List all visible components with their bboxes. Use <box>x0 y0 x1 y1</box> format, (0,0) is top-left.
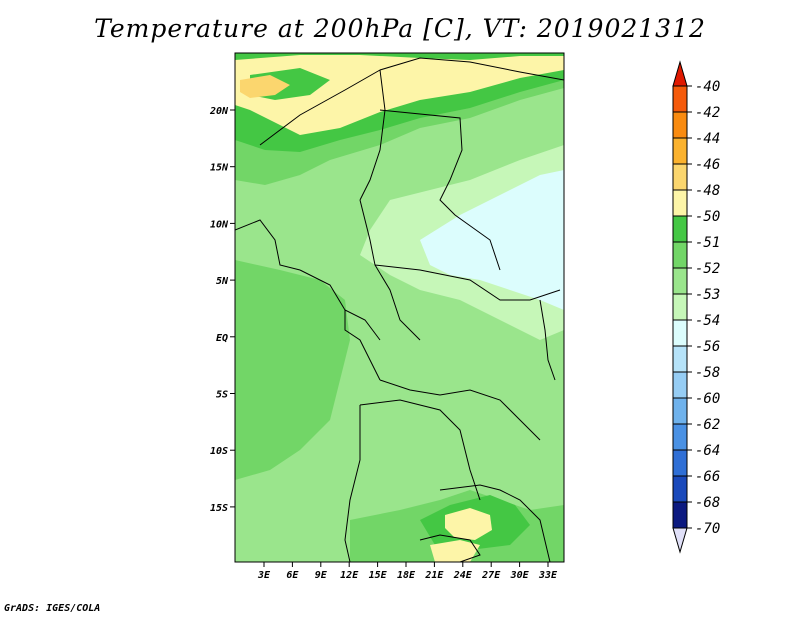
colorbar-swatch <box>672 423 688 451</box>
colorbar-swatch <box>672 345 688 373</box>
lat-tick-label: 10S <box>210 446 228 457</box>
lon-tick-label: 24E <box>453 570 473 581</box>
temperature-field <box>235 53 564 562</box>
colorbar-label: -40 <box>695 79 720 95</box>
colorbar-label: -53 <box>695 287 720 303</box>
field-band-48-north <box>240 75 290 98</box>
colorbar-swatch <box>672 319 688 347</box>
lat-tick-label: 20N <box>209 106 229 117</box>
lat-tick-label: 15N <box>210 163 229 174</box>
lon-tick-label: 18E <box>397 570 416 581</box>
chart-title: Temperature at 200hPa [C], VT: 201902131… <box>94 14 706 43</box>
lon-tick-label: 3E <box>257 570 271 581</box>
colorbar-top-arrow <box>672 60 688 87</box>
field-band-52-west <box>235 260 350 480</box>
colorbar-label: -46 <box>695 157 720 173</box>
country-borders <box>235 57 564 562</box>
colorbar-swatch <box>672 241 688 269</box>
colorbar-swatch <box>672 501 688 529</box>
colorbar-label: -66 <box>695 469 720 485</box>
colorbar-swatch <box>672 189 688 217</box>
lon-tick-label: 30E <box>510 570 530 581</box>
colorbar-swatch <box>672 137 688 165</box>
colorbar-swatch <box>672 111 688 139</box>
lat-tick-label: 5N <box>216 276 229 287</box>
colorbar-label: -60 <box>695 391 720 407</box>
colorbar-swatch <box>672 85 688 113</box>
grads-credit: GrADS: IGES/COLA <box>4 603 101 614</box>
latitude-axis: 20N 15N 10N 5N EQ 5S 10S 15S <box>209 106 235 514</box>
lat-tick-label: EQ <box>216 333 228 344</box>
colorbar-label: -64 <box>695 443 720 459</box>
colorbar-swatch <box>672 475 688 503</box>
colorbar-bottom-arrow <box>672 527 688 554</box>
colorbar-swatch <box>672 397 688 425</box>
colorbar: -40 -42 -44 -46 -48 -50 -51 -52 -53 -54 -56 -58 -60 -… <box>672 60 720 554</box>
colorbar-label: -68 <box>695 495 720 511</box>
colorbar-label: -56 <box>695 339 720 355</box>
map-frame <box>234 52 565 563</box>
colorbar-swatch <box>672 215 688 243</box>
lon-tick-label: 33E <box>538 570 558 581</box>
field-band-56-east <box>420 170 564 310</box>
colorbar-label: -50 <box>695 209 720 225</box>
lon-tick-label: 27E <box>481 570 501 581</box>
colorbar-label: -62 <box>695 417 720 433</box>
longitude-axis: 3E 6E 9E 12E 15E 18E 21E 24E 27E 30E 33E <box>257 562 558 581</box>
lat-tick-label: 10N <box>210 219 229 230</box>
colorbar-swatch <box>672 163 688 191</box>
colorbar-label: -51 <box>695 235 720 251</box>
colorbar-label: -54 <box>695 313 720 329</box>
field-band-50-south2 <box>430 540 480 562</box>
lon-tick-label: 9E <box>315 570 328 581</box>
lat-tick-label: 5S <box>216 390 228 401</box>
lat-tick-label: 15S <box>210 503 228 514</box>
lon-tick-label: 15E <box>369 570 388 581</box>
field-band-50-south <box>445 508 492 540</box>
colorbar-label: -44 <box>695 131 720 147</box>
colorbar-swatch <box>672 371 688 399</box>
lon-tick-label: 12E <box>340 570 359 581</box>
lon-tick-label: 6E <box>286 570 299 581</box>
colorbar-label: -52 <box>695 261 720 277</box>
colorbar-label: -48 <box>695 183 720 199</box>
colorbar-label: -70 <box>695 521 720 537</box>
colorbar-swatch <box>672 293 688 321</box>
colorbar-swatch <box>672 449 688 477</box>
colorbar-label: -58 <box>695 365 720 381</box>
lon-tick-label: 21E <box>424 570 444 581</box>
colorbar-label: -42 <box>695 105 720 121</box>
colorbar-swatch <box>672 267 688 295</box>
